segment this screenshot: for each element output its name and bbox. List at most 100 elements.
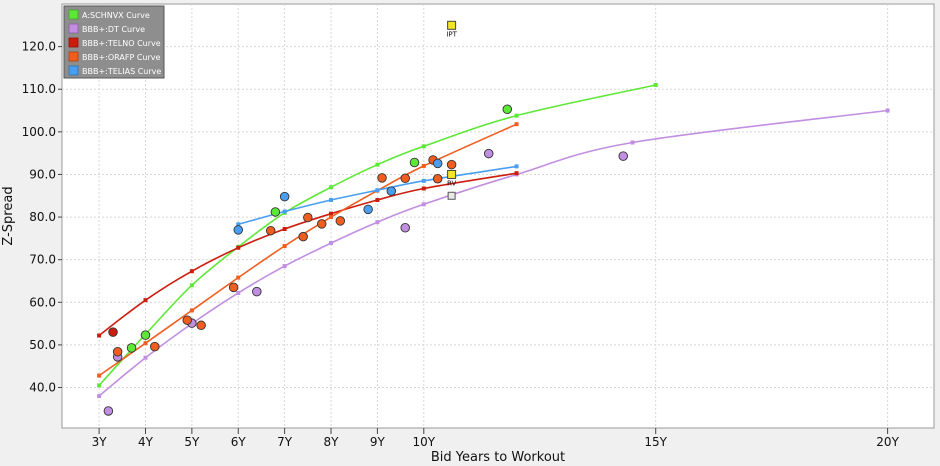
bbb-telias-curve-curve-point <box>329 198 334 203</box>
bbb-orafp-curve-bond-point <box>150 341 160 352</box>
bbb-telias-curve-curve-point <box>282 209 287 214</box>
x-tick-label: 9Y <box>370 435 386 449</box>
bbb-telias-curve-bond-point <box>279 191 290 202</box>
a-schnvx-curve-curve-point <box>329 185 334 190</box>
a-schnvx-curve-curve-point <box>189 283 194 288</box>
y-tick-label: 100.0 <box>22 125 56 139</box>
bbb-dt-curve-bond-point <box>252 286 262 297</box>
a-schnvx-curve-bond-point <box>270 207 281 217</box>
legend-label: BBB+:ORAFP Curve <box>82 53 161 62</box>
x-tick-label: 5Y <box>184 435 200 449</box>
bbb-telias-curve-curve-point <box>236 222 241 227</box>
x-tick-label: 6Y <box>231 435 247 449</box>
a-schnvx-curve-bond-point <box>409 157 420 168</box>
a-schnvx-curve-curve-point <box>514 113 519 118</box>
bbb-orafp-curve-bond-point <box>400 173 410 184</box>
x-axis: 3Y 4Y 5Y 6Y 7Y 8Y 9Y 10Y 15Y 20Y <box>92 428 900 449</box>
bbb-orafp-curve-bond-point <box>228 282 239 293</box>
bbb-orafp-curve-bond-point <box>377 173 387 183</box>
annotation-label: RV <box>447 179 456 187</box>
bbb-telias-curve-bond-point <box>432 158 443 169</box>
legend: A:SCHNVX Curve BBB+:DT Curve BBB+:TELNO Cu… <box>63 5 165 79</box>
a-schnvx-curve-curve-point <box>97 383 102 388</box>
bbb-dt-curve-curve-point <box>375 220 380 225</box>
bbb-orafp-curve-curve-point <box>329 215 334 220</box>
a-schnvx-curve-bond-point <box>140 330 151 340</box>
annotation-marker <box>447 169 457 179</box>
legend-label: BBB+:DT Curve <box>82 25 145 34</box>
legend-label: BBB+:TELNO Curve <box>82 39 161 48</box>
bbb-orafp-curve-curve-point <box>282 244 287 249</box>
y-tick-label: 110.0 <box>22 82 56 96</box>
bbb-orafp-curve-curve-point <box>97 373 102 378</box>
bbb-telno-curve-bond-point <box>108 327 118 337</box>
bbb-orafp-curve-bond-point <box>446 159 457 170</box>
bbb-telias-curve-curve-point <box>375 188 380 193</box>
bbb-orafp-curve-bond-point <box>298 231 308 242</box>
bbb-telias-curve-line <box>238 165 517 226</box>
bbb-orafp-curve-bond-point <box>196 320 206 331</box>
a-schnvx-curve-curve-point <box>375 162 380 167</box>
bbb-orafp-curve-bond-point <box>432 173 443 184</box>
bbb-dt-curve-bond-point <box>400 222 410 233</box>
bbb-orafp-curve-bond-point <box>303 212 313 223</box>
annotations: IPT RV <box>446 20 458 200</box>
legend-label: A:SCHNVX Curve <box>82 11 150 20</box>
legend-box <box>63 5 165 79</box>
y-tick-label: 70.0 <box>29 253 56 267</box>
legend-label: BBB+:TELIAS Curve <box>82 67 161 76</box>
legend-swatch <box>68 23 79 34</box>
annotation-label: IPT <box>446 30 457 38</box>
x-tick-label: 7Y <box>277 435 293 449</box>
x-tick-label: 15Y <box>644 435 667 449</box>
x-tick-label: 8Y <box>324 435 340 449</box>
legend-swatch <box>68 9 79 20</box>
bbb-dt-curve-curve-point <box>630 140 635 145</box>
plot-area <box>61 3 935 429</box>
y-tick-label: 50.0 <box>29 338 56 352</box>
bbb-orafp-curve-bond-point <box>112 346 123 357</box>
y-tick-label: 80.0 <box>29 210 56 224</box>
bbb-telno-curve-curve-point <box>189 269 194 274</box>
bbb-telno-curve-curve-point <box>329 211 334 216</box>
hollow-square-marker <box>447 191 456 200</box>
legend-swatch <box>68 65 79 76</box>
legend-swatch <box>68 37 79 48</box>
bbb-orafp-curve-curve-point <box>189 308 194 313</box>
bbb-telias-curve-bond-point <box>363 204 373 215</box>
a-schnvx-curve-curve-point <box>653 82 658 87</box>
bbb-orafp-curve-curve-point <box>143 341 148 346</box>
bbb-telno-curve-curve-point <box>375 198 380 203</box>
bbb-dt-curve-curve-point <box>421 202 426 207</box>
bbb-dt-curve-curve-point <box>885 108 890 113</box>
bbb-telno-curve-curve-point <box>143 298 148 303</box>
bbb-orafp-curve-curve-point <box>421 163 426 168</box>
a-schnvx-curve-bond-point <box>126 343 137 353</box>
bbb-telias-curve-curve-point <box>421 178 426 183</box>
bbb-telias-curve-curve-point <box>514 164 519 169</box>
bbb-telno-curve-curve-point <box>421 186 426 191</box>
x-tick-label: 3Y <box>92 435 108 449</box>
bbb-telias-curve-bond-point <box>233 225 244 235</box>
bbb-dt-curve-curve-point <box>143 355 148 360</box>
legend-swatch <box>68 51 79 62</box>
annotation-marker <box>447 20 457 30</box>
bbb-telno-curve-curve-point <box>282 226 287 231</box>
bbb-dt-curve-curve-point <box>97 394 102 399</box>
bbb-telno-curve-curve-point <box>514 171 519 176</box>
a-schnvx-curve-curve-point <box>421 144 426 149</box>
y-tick-label: 60.0 <box>29 295 56 309</box>
a-schnvx-curve-line <box>98 84 656 386</box>
bbb-telias-curve-bond-point <box>386 186 397 196</box>
bbb-orafp-curve-curve-point <box>514 122 519 127</box>
y-axis: 40.0 50.0 60.0 70.0 80.0 90.0 100.0 110.0 120.0 <box>22 40 62 395</box>
a-schnvx-curve-bond-point <box>502 104 513 115</box>
bbb-orafp-curve-bond-point <box>335 216 346 226</box>
y-tick-label: 90.0 <box>29 167 56 181</box>
y-tick-label: 40.0 <box>29 381 56 395</box>
bbb-dt-curve-bond-point <box>483 148 494 159</box>
x-axis-title: Bid Years to Workout <box>431 450 565 465</box>
bbb-telno-curve-curve-point <box>236 245 241 250</box>
y-axis-title: Z-Spread <box>1 186 16 245</box>
